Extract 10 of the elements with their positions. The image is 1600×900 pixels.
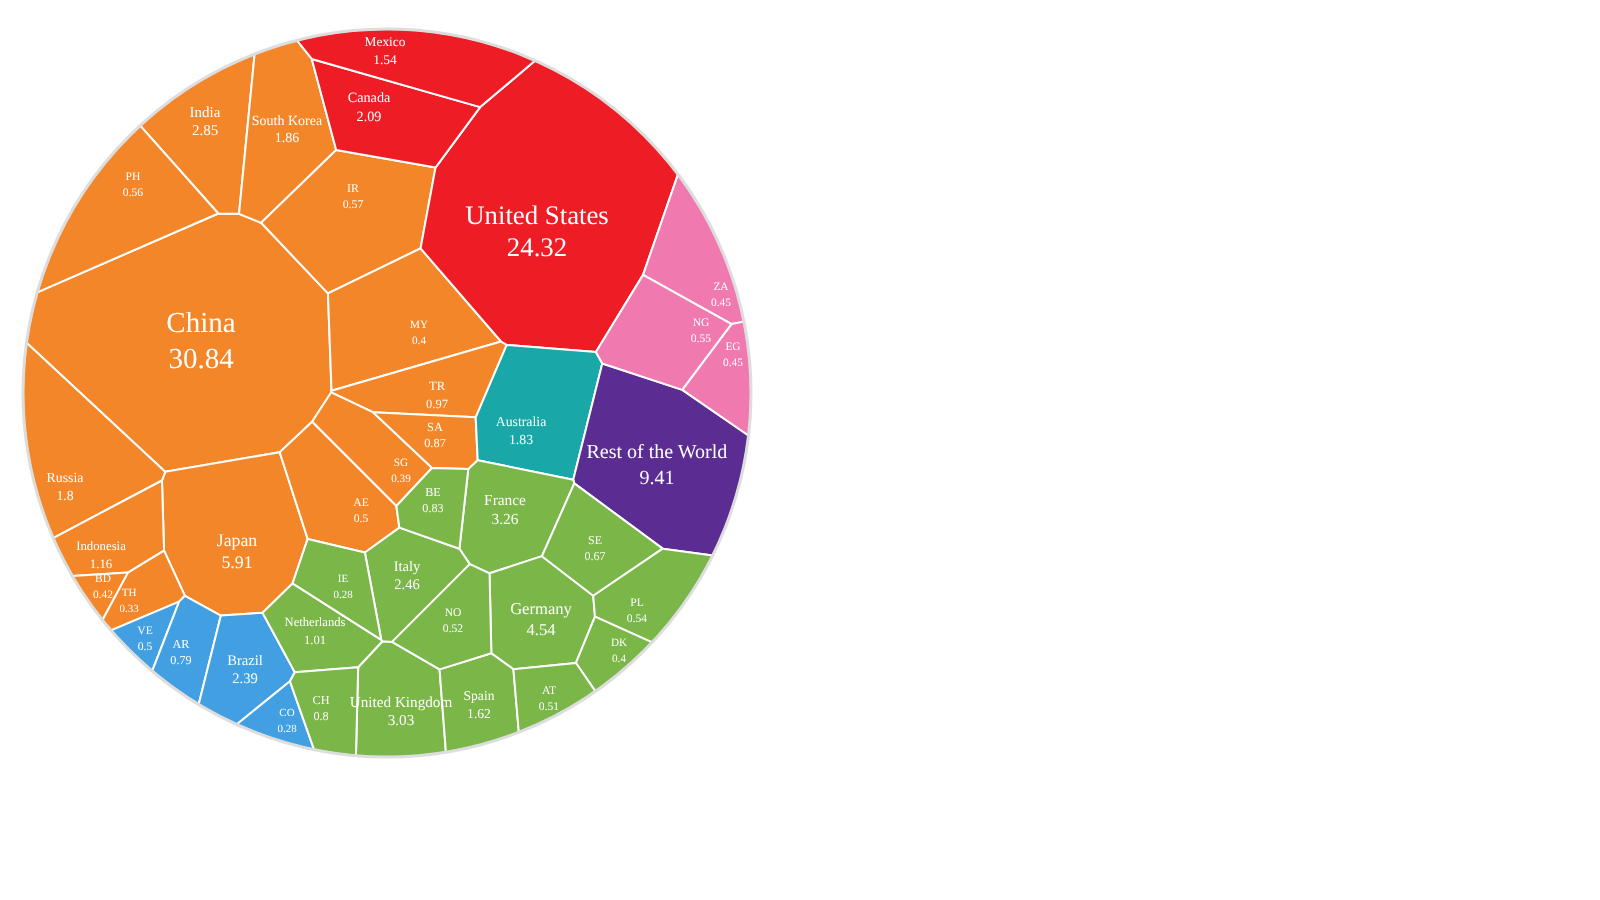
category-label: United States (465, 199, 609, 230)
data-label: 24.32 (506, 232, 568, 263)
category-label: Japan (216, 530, 259, 551)
data-label: 9.41 (639, 468, 675, 491)
category-label: Germany (510, 600, 574, 618)
data-label: 5.91 (221, 551, 253, 572)
category-label: Rest of the World (586, 441, 728, 464)
data-label: 4.54 (526, 621, 558, 639)
category-label: China (166, 307, 237, 340)
data-label: 30.84 (168, 344, 236, 377)
